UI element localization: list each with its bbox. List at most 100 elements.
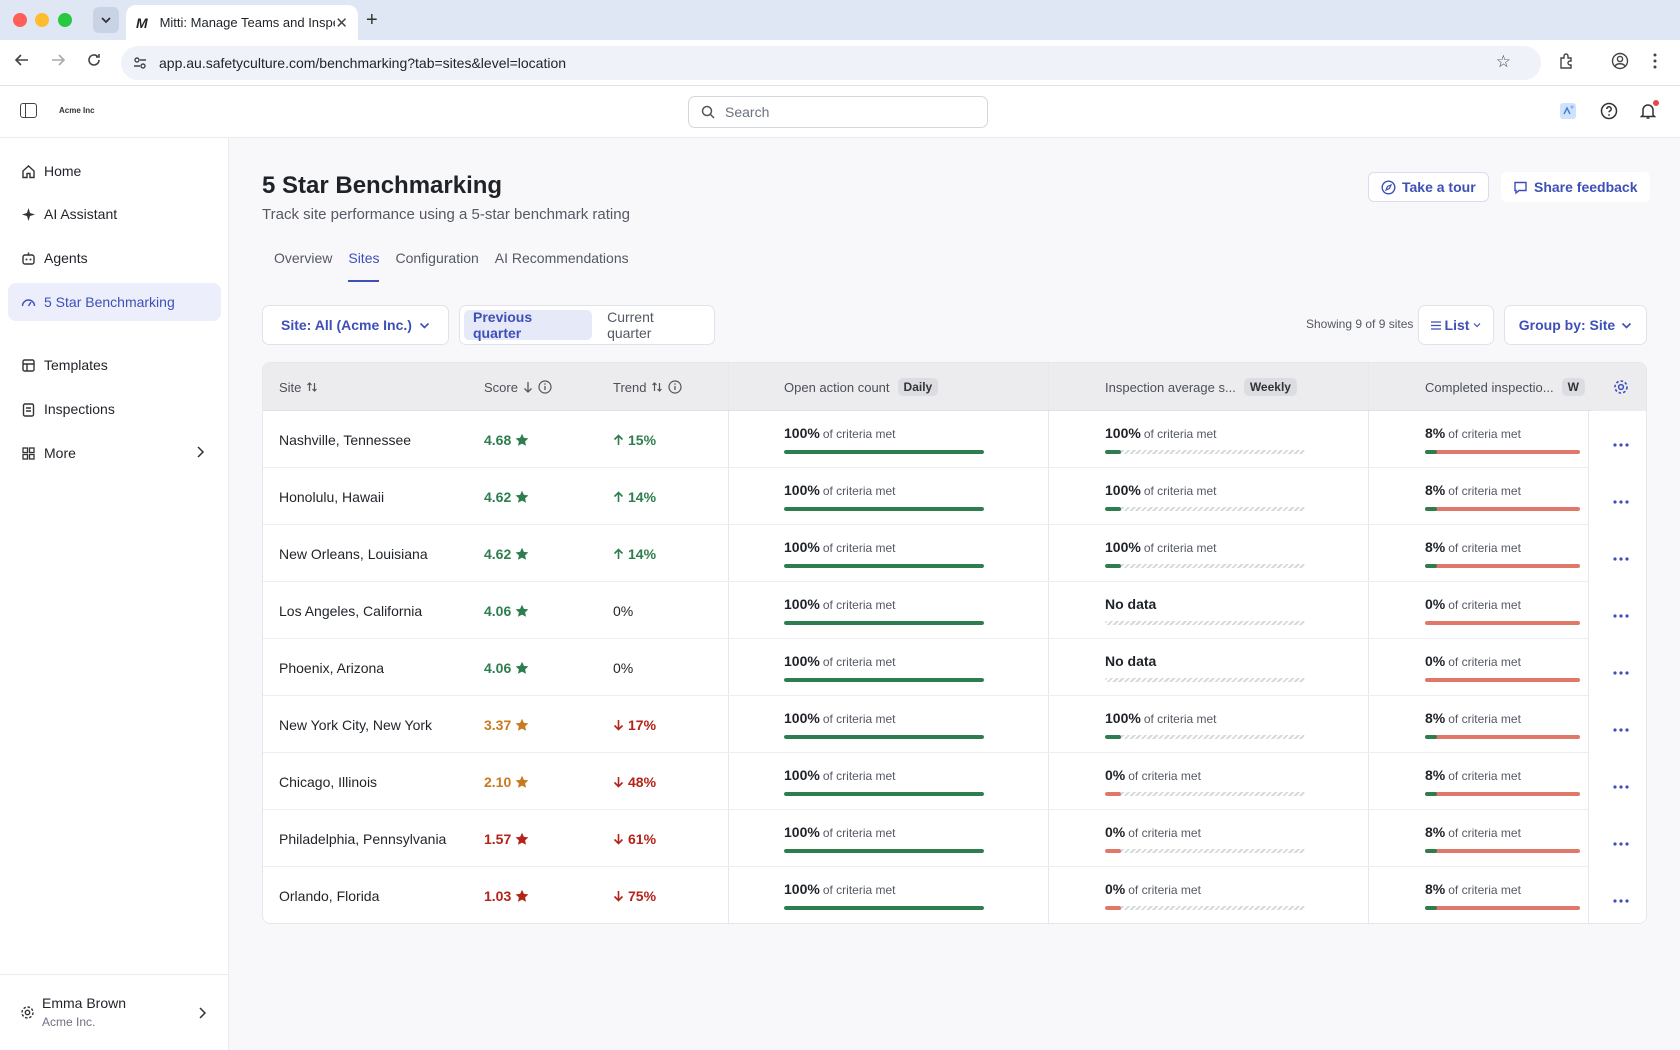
arrow-up-icon [613, 490, 624, 503]
tab-ai-recommendations[interactable]: AI Recommendations [494, 250, 629, 266]
site-name[interactable]: Honolulu, Hawaii [279, 488, 385, 505]
more-options-icon[interactable] [1613, 662, 1629, 678]
new-tab-button[interactable]: + [366, 9, 378, 31]
tab-configuration[interactable]: Configuration [395, 250, 479, 266]
sidebar-item-home[interactable]: Home [8, 152, 221, 190]
more-options-icon[interactable] [1613, 890, 1629, 906]
browser-tab[interactable]: M Mitti: Manage Teams and Inspections ✕ [126, 5, 358, 40]
column-header-inspection-average[interactable]: Inspection average s... Weekly [1105, 363, 1297, 411]
more-options-icon[interactable] [1613, 719, 1629, 735]
help-icon[interactable] [1598, 100, 1620, 122]
favicon-icon: M [136, 14, 148, 31]
site-name[interactable]: Phoenix, Arizona [279, 659, 385, 676]
group-by-dropdown[interactable]: Group by: Site [1504, 305, 1647, 345]
score-value: 1.03 [484, 887, 512, 904]
arrow-up-icon [613, 547, 624, 560]
site-filter-dropdown[interactable]: Site: All (Acme Inc.) [262, 305, 449, 345]
view-toggle-button[interactable]: List [1418, 305, 1494, 345]
tab-search-button[interactable] [93, 7, 119, 33]
previous-quarter-button[interactable]: Previous quarter [464, 309, 593, 341]
take-tour-button[interactable]: Take a tour [1368, 172, 1489, 202]
bookmark-star-icon[interactable]: ☆ [1495, 52, 1511, 71]
column-header-site[interactable]: Site [279, 363, 318, 411]
table-row[interactable]: New York City, New York 3.37 17% 100% of cri… [263, 696, 1646, 753]
sidebar-toggle-icon[interactable] [20, 103, 37, 118]
site-name[interactable]: New Orleans, Louisiana [279, 545, 428, 562]
search-box[interactable] [688, 96, 988, 128]
gear-icon [20, 1005, 35, 1023]
sidebar-item-more[interactable]: More [8, 434, 221, 472]
score-cell: 4.06 [484, 639, 529, 696]
close-tab-icon[interactable]: ✕ [335, 14, 348, 32]
site-name[interactable]: Los Angeles, California [279, 602, 423, 619]
user-menu[interactable]: Emma Brown Acme Inc. [0, 974, 229, 1050]
table-row[interactable]: Chicago, Illinois 2.10 48% 100% of criteria … [263, 753, 1646, 810]
site-name[interactable]: Philadelphia, Pennsylvania [279, 830, 447, 847]
column-header-open-action-count[interactable]: Open action count Daily [784, 363, 939, 411]
arrow-down-icon [613, 776, 624, 788]
chevron-down-icon [419, 322, 430, 329]
site-name[interactable]: Chicago, Illinois [279, 773, 378, 790]
extensions-icon[interactable] [1558, 52, 1576, 75]
sidebar-item-5-star-benchmarking[interactable]: 5 Star Benchmarking [8, 283, 221, 321]
current-quarter-button[interactable]: Current quarter [607, 309, 654, 341]
more-options-icon[interactable] [1613, 548, 1629, 564]
minimize-window-button[interactable] [35, 13, 49, 27]
table-row[interactable]: Phoenix, Arizona 4.06 0% 100% of criteria me… [263, 639, 1646, 696]
column-label: Trend [613, 379, 647, 395]
home-icon [20, 163, 36, 179]
sidebar-item-templates[interactable]: Templates [8, 346, 221, 384]
more-options-icon[interactable] [1613, 434, 1629, 450]
open-action-metric: 100% of criteria met [784, 653, 984, 682]
browser-menu-icon[interactable] [1652, 52, 1658, 75]
notifications-bell-icon[interactable] [1637, 100, 1659, 122]
more-options-icon[interactable] [1613, 491, 1629, 507]
more-options-icon[interactable] [1613, 833, 1629, 849]
search-input[interactable] [725, 104, 965, 120]
progress-bar [1105, 564, 1305, 568]
metric-suffix: of criteria met [822, 712, 896, 726]
profile-icon[interactable] [1611, 52, 1629, 75]
maximize-window-button[interactable] [58, 13, 72, 27]
address-bar[interactable]: app.au.safetyculture.com/benchmarking?ta… [121, 46, 1541, 80]
column-label: Open action count [784, 379, 890, 395]
table-row[interactable]: Orlando, Florida 1.03 75% 100% of criteria m… [263, 867, 1646, 923]
more-options-icon[interactable] [1613, 776, 1629, 792]
score-value: 1.57 [484, 830, 512, 847]
metric-suffix: of criteria met [1128, 769, 1201, 783]
trend-value: 75% [628, 887, 657, 904]
table-row[interactable]: Nashville, Tennessee 4.68 15% 100% of criter… [263, 411, 1646, 468]
sidebar-item-agents[interactable]: Agents [8, 239, 221, 277]
info-icon[interactable] [668, 380, 683, 394]
compass-icon [1381, 179, 1396, 195]
site-name[interactable]: Nashville, Tennessee [279, 431, 412, 448]
table-row[interactable]: Philadelphia, Pennsylvania 1.57 61% 100% of … [263, 810, 1646, 867]
column-header-trend[interactable]: Trend [613, 363, 683, 411]
site-name[interactable]: Orlando, Florida [279, 887, 380, 904]
reload-icon[interactable] [86, 52, 102, 73]
site-name[interactable]: New York City, New York [279, 716, 433, 733]
site-filter-label: Site: All (Acme Inc.) [281, 317, 412, 333]
progress-bar [1105, 678, 1305, 682]
close-window-button[interactable] [13, 13, 27, 27]
column-header-completed-inspections[interactable]: Completed inspectio... W [1425, 363, 1588, 411]
info-icon[interactable] [538, 380, 552, 394]
column-settings-button[interactable] [1593, 363, 1646, 411]
column-header-score[interactable]: Score [484, 363, 552, 411]
share-feedback-button[interactable]: Share feedback [1501, 172, 1650, 202]
forward-icon[interactable] [50, 52, 66, 73]
site-settings-icon[interactable] [133, 56, 147, 70]
completed-inspections-metric: 8% of criteria met [1425, 710, 1580, 739]
tab-overview[interactable]: Overview [274, 250, 333, 266]
more-options-icon[interactable] [1613, 605, 1629, 621]
ai-widget-icon[interactable] [1557, 100, 1579, 122]
sidebar-item-inspections[interactable]: Inspections [8, 390, 221, 428]
back-icon[interactable] [14, 52, 30, 73]
sidebar-item-ai-assistant[interactable]: AI Assistant [8, 195, 221, 233]
table-row[interactable]: New Orleans, Louisiana 4.62 14% 100% of crit… [263, 525, 1646, 582]
tab-sites[interactable]: Sites [348, 250, 380, 282]
metric-value: 8% [1425, 824, 1446, 840]
table-row[interactable]: Honolulu, Hawaii 4.62 14% 100% of criteria m… [263, 468, 1646, 525]
sort-descending-icon [523, 381, 533, 393]
table-row[interactable]: Los Angeles, California 4.06 0% 100% of crit… [263, 582, 1646, 639]
